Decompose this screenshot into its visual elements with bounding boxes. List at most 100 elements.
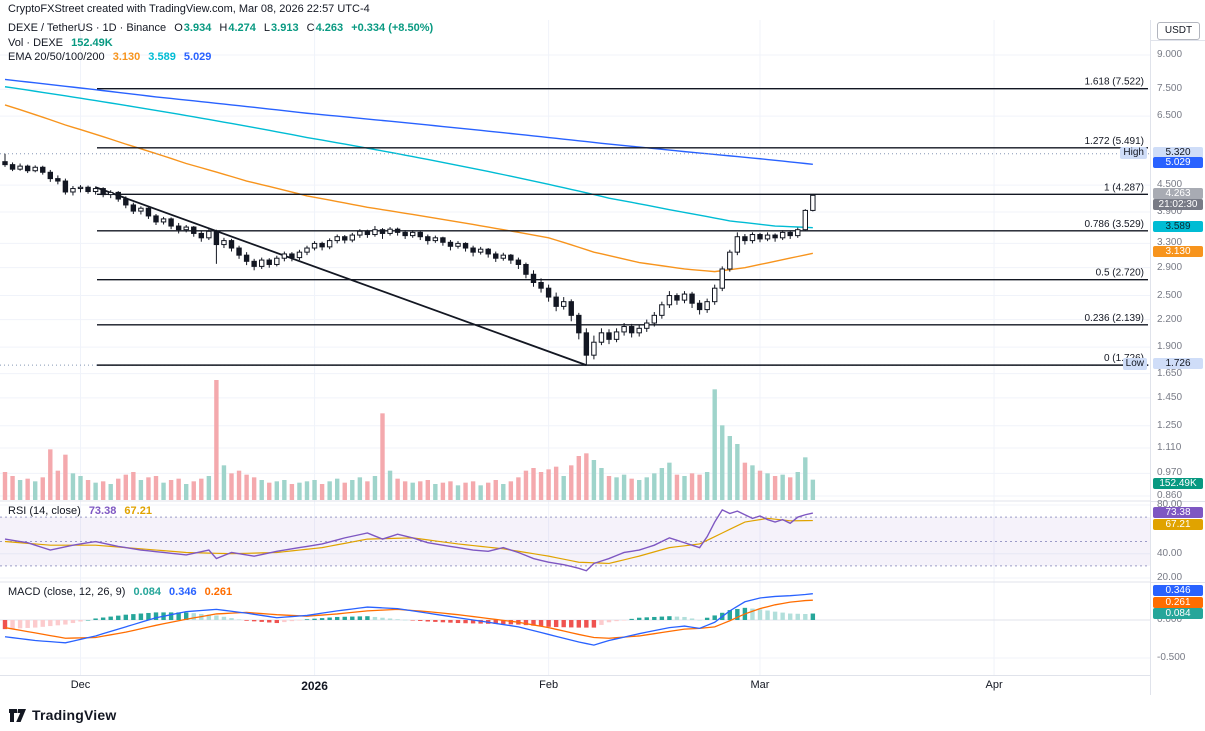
volume-legend[interactable]: Vol · DEXE 152.49K — [8, 37, 118, 49]
macd-histogram-bar — [131, 614, 136, 620]
volume-bar — [448, 481, 453, 500]
time-axis-label: Feb — [539, 679, 559, 691]
fib-retracement[interactable]: 1.618 (7.522) 1.272 (5.491) 1 (4.287) 0.786… — [97, 77, 1148, 366]
chart-canvas[interactable]: 1.618 (7.522) 1.272 (5.491) 1 (4.287) 0.786… — [0, 20, 1150, 675]
symbol-title[interactable]: DEXE / TetherUS · 1D · Binance — [8, 22, 167, 34]
candle-down — [696, 302, 703, 311]
volume-legend-label: Vol · DEXE — [8, 37, 64, 49]
macd-histogram-bar — [410, 620, 415, 621]
macd-histogram-bar — [463, 620, 468, 624]
macd-histogram-bar — [304, 619, 310, 620]
volume-bar — [123, 474, 128, 500]
candle-up — [349, 234, 356, 241]
macd-histogram-bar — [433, 620, 438, 622]
volume-bar — [48, 449, 53, 500]
ohlc-close-value: 4.263 — [315, 22, 344, 34]
candle-down — [47, 171, 53, 180]
volume-bar — [757, 470, 763, 500]
macd-hist-badge: 0.084 — [1153, 608, 1203, 619]
candle-up — [357, 230, 363, 236]
axis-tick: 1.110 — [1157, 442, 1182, 454]
macd-histogram-bar — [750, 608, 755, 620]
candle-down — [191, 226, 197, 234]
volume-bar — [606, 476, 612, 500]
volume-bar — [772, 476, 778, 500]
candle-up — [666, 295, 673, 306]
tradingview-logo-icon[interactable] — [8, 707, 27, 724]
volume-bar — [712, 389, 717, 500]
macd-histogram-bar — [319, 618, 325, 620]
volume-badge: 152.49K — [1153, 478, 1203, 489]
macd-histogram-bar — [667, 616, 672, 620]
volume-bar — [100, 481, 106, 500]
candle-up — [810, 194, 816, 211]
volume-bar — [674, 474, 680, 500]
volume-bar — [591, 460, 597, 500]
volume-bar — [561, 476, 566, 500]
volume-bar — [433, 484, 438, 500]
macd-histogram-bar — [395, 619, 400, 620]
macd-histogram-bar — [274, 620, 279, 624]
volume-bar — [697, 474, 702, 500]
volume-bar — [803, 457, 808, 500]
volume-bar — [350, 480, 355, 500]
descending-trendline[interactable] — [95, 186, 587, 366]
volume-bar — [470, 481, 476, 500]
macd-histogram-bar — [765, 610, 770, 620]
volume-bar — [463, 482, 468, 500]
ema-100-badge: 3.130 — [1153, 246, 1203, 258]
macd-histogram-bar — [259, 620, 264, 622]
tradingview-logo-text[interactable]: TradingView — [32, 707, 117, 723]
axis-separator — [1151, 582, 1205, 583]
macd-signal-badge: 0.261 — [1153, 596, 1203, 608]
symbol-legend[interactable]: DEXE / TetherUS · 1D · Binance O3.934 H4… — [8, 22, 438, 34]
volume-bar — [455, 485, 461, 500]
macd-legend[interactable]: MACD (close, 12, 26, 9) 0.084 0.346 0.26… — [8, 586, 237, 598]
candle-up — [719, 268, 725, 289]
volume-bar — [116, 478, 121, 500]
volume-bar — [17, 480, 23, 500]
macd-histogram-bar — [599, 620, 604, 625]
axis-tick: 1.650 — [1157, 367, 1183, 379]
macd-histogram-bar — [493, 620, 498, 624]
volume-bar — [531, 468, 536, 500]
macd-histogram-bar — [788, 613, 793, 620]
ema-blue-value: 5.029 — [183, 51, 212, 63]
volume-bar — [342, 482, 347, 500]
macd-histogram-bar — [508, 620, 514, 625]
volume-bar — [199, 478, 204, 500]
candle-up — [183, 226, 189, 231]
fib-level-label: 0.786 (3.529) — [1085, 219, 1145, 230]
candle-down — [440, 237, 446, 243]
macd-histogram-bar — [697, 620, 702, 621]
rsi-legend[interactable]: RSI (14, close) 73.38 67.21 — [8, 505, 157, 517]
macd-histogram-bar — [251, 620, 257, 622]
rsi-badge: 73.38 — [1153, 507, 1203, 518]
macd-histogram-bar — [85, 620, 91, 621]
candle-down — [553, 296, 559, 307]
ema-legend[interactable]: EMA 20/50/100/200 3.130 3.589 5.029 — [8, 51, 216, 63]
price-axis[interactable]: USDT 9.000 7.500 6.500 4.500 3.900 3.300 2.900… — [1150, 20, 1205, 695]
volume-bar — [312, 480, 317, 500]
macd-histogram-bar — [531, 620, 536, 626]
volume-bar — [319, 484, 325, 500]
volume-bar — [644, 477, 649, 500]
macd-histogram-bar — [591, 620, 597, 628]
ema-cyan-line — [4, 86, 813, 229]
volume-bar — [365, 481, 370, 500]
candle-up — [591, 341, 597, 356]
chart-area[interactable]: 1.618 (7.522) 1.272 (5.491) 1 (4.287) 0.786… — [0, 20, 1150, 675]
macd-histogram-bar — [297, 620, 302, 621]
ema-legend-label: EMA 20/50/100/200 — [8, 51, 105, 63]
time-axis[interactable]: Dec 2026 Feb Mar Apr — [0, 675, 1150, 696]
candle-up — [636, 327, 642, 334]
candle-up — [659, 304, 665, 316]
volume-bar — [569, 465, 574, 500]
ohlc-low-label: L — [263, 22, 271, 34]
volume-bar — [63, 454, 68, 500]
rsi-band — [0, 516, 1150, 567]
candle-down — [402, 231, 408, 237]
volume-bar — [25, 478, 30, 500]
macd-hist-value: 0.084 — [133, 586, 161, 598]
volume-bar — [440, 482, 446, 500]
